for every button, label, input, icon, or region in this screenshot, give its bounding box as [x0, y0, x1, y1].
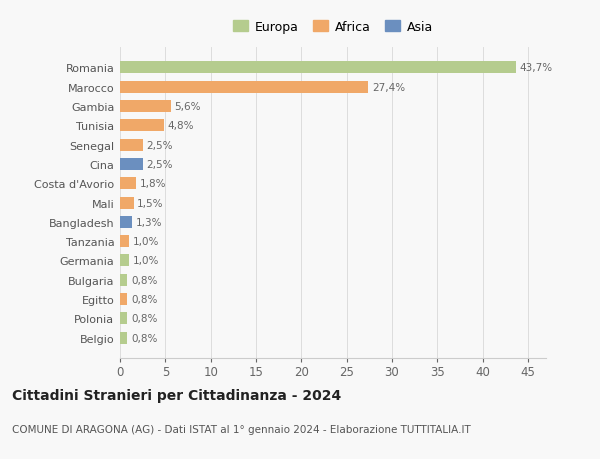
- Text: 2,5%: 2,5%: [146, 140, 173, 150]
- Text: 1,5%: 1,5%: [137, 198, 164, 208]
- Bar: [120, 235, 129, 247]
- Text: COMUNE DI ARAGONA (AG) - Dati ISTAT al 1° gennaio 2024 - Elaborazione TUTTITALIA: COMUNE DI ARAGONA (AG) - Dati ISTAT al 1…: [12, 425, 471, 435]
- Text: 0,8%: 0,8%: [131, 313, 157, 324]
- Bar: [120, 293, 127, 305]
- Text: 43,7%: 43,7%: [520, 63, 553, 73]
- Bar: [120, 197, 134, 209]
- Text: Cittadini Stranieri per Cittadinanza - 2024: Cittadini Stranieri per Cittadinanza - 2…: [12, 388, 341, 402]
- Bar: [120, 159, 143, 171]
- Bar: [120, 82, 368, 94]
- Bar: [120, 178, 136, 190]
- Text: 0,8%: 0,8%: [131, 275, 157, 285]
- Bar: [120, 101, 171, 113]
- Bar: [120, 120, 164, 132]
- Text: 4,8%: 4,8%: [167, 121, 194, 131]
- Legend: Europa, Africa, Asia: Europa, Africa, Asia: [229, 17, 437, 38]
- Bar: [120, 140, 143, 151]
- Bar: [120, 332, 127, 344]
- Text: 1,0%: 1,0%: [133, 237, 159, 246]
- Bar: [120, 255, 129, 267]
- Bar: [120, 216, 132, 228]
- Text: 1,3%: 1,3%: [136, 218, 162, 227]
- Text: 2,5%: 2,5%: [146, 160, 173, 169]
- Bar: [120, 274, 127, 286]
- Text: 27,4%: 27,4%: [372, 83, 405, 93]
- Bar: [120, 62, 516, 74]
- Bar: [120, 313, 127, 325]
- Text: 0,8%: 0,8%: [131, 294, 157, 304]
- Text: 1,0%: 1,0%: [133, 256, 159, 266]
- Text: 0,8%: 0,8%: [131, 333, 157, 343]
- Text: 5,6%: 5,6%: [175, 102, 201, 112]
- Text: 1,8%: 1,8%: [140, 179, 166, 189]
